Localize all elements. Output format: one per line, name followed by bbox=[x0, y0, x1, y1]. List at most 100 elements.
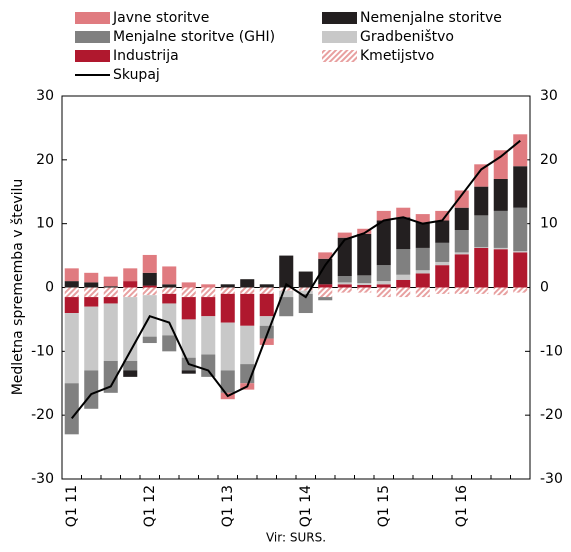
bar-segment bbox=[474, 186, 489, 216]
y-tick-label: -20 bbox=[31, 407, 54, 423]
bar-segment bbox=[181, 370, 196, 374]
bar-segment bbox=[240, 287, 255, 294]
bar-segment bbox=[201, 354, 216, 377]
bar-segment bbox=[435, 287, 450, 294]
bar-segment bbox=[279, 287, 294, 291]
bar-segment bbox=[474, 215, 489, 248]
bar-segment bbox=[396, 217, 411, 250]
x-tick-label: Q1 11 bbox=[64, 485, 80, 527]
bar-segment bbox=[201, 287, 216, 298]
bar-segment bbox=[201, 316, 216, 355]
x-tick-label: Q1 14 bbox=[298, 485, 314, 527]
bar-segment bbox=[298, 271, 313, 288]
bar-segment bbox=[298, 287, 313, 291]
legend-swatch bbox=[322, 50, 357, 62]
bar-segment bbox=[259, 325, 274, 339]
legend-label: Kmetijstvo bbox=[360, 48, 434, 64]
bar-segment bbox=[337, 237, 352, 277]
bar-segment bbox=[123, 268, 138, 282]
bar-segment bbox=[357, 228, 372, 234]
x-tick-label: Q1 15 bbox=[376, 485, 392, 527]
bar-segment bbox=[415, 273, 430, 288]
bar-segment bbox=[142, 272, 157, 286]
bar-segment bbox=[435, 265, 450, 288]
bar-segment bbox=[396, 249, 411, 275]
bar-segment bbox=[64, 313, 79, 384]
bar-segment bbox=[142, 285, 157, 288]
bar-segment bbox=[64, 383, 79, 435]
bar-segment bbox=[493, 247, 508, 250]
legend-label: Gradbeništvo bbox=[360, 29, 454, 45]
bar-segment bbox=[181, 297, 196, 320]
bar-segment bbox=[123, 281, 138, 288]
y2-tick-label: -20 bbox=[540, 407, 563, 423]
bar-segment bbox=[337, 284, 352, 288]
bar-segment bbox=[357, 275, 372, 284]
bar-segment bbox=[64, 268, 79, 282]
bar-segment bbox=[435, 220, 450, 243]
bar-segment bbox=[474, 247, 489, 288]
bar-segment bbox=[162, 303, 177, 336]
bar-segment bbox=[64, 281, 79, 288]
bar-segment bbox=[318, 297, 333, 301]
legend-swatch bbox=[322, 12, 357, 24]
bar-segment bbox=[493, 287, 508, 296]
y-tick-label: -10 bbox=[31, 343, 54, 359]
bar-segment bbox=[220, 322, 235, 371]
legend-label: Industrija bbox=[113, 48, 179, 64]
bar-segment bbox=[259, 293, 274, 317]
bar-segment bbox=[337, 282, 352, 285]
bar-segment bbox=[474, 247, 489, 248]
bar-segment bbox=[474, 164, 489, 187]
bar-segment bbox=[259, 284, 274, 288]
bar-segment bbox=[142, 287, 157, 296]
bar-segment bbox=[64, 297, 79, 314]
legend-label: Javne storitve bbox=[112, 10, 209, 26]
bar-segment bbox=[493, 249, 508, 288]
y-tick-label: 0 bbox=[45, 280, 54, 296]
legend-label: Menjalne storitve (GHI) bbox=[113, 29, 275, 45]
bar-segment bbox=[123, 370, 138, 377]
bar-segment bbox=[181, 282, 196, 288]
bar-segment bbox=[279, 297, 294, 317]
bar-segment bbox=[357, 284, 372, 288]
bar-segment bbox=[103, 287, 118, 298]
bar-segment bbox=[103, 297, 118, 304]
bar-segment bbox=[123, 287, 138, 298]
bar-segment bbox=[298, 290, 313, 294]
bar-segment bbox=[201, 297, 216, 317]
bar-segment bbox=[103, 276, 118, 287]
bar-segment bbox=[318, 258, 333, 285]
bar-segment bbox=[123, 360, 138, 371]
bar-segment bbox=[259, 316, 274, 326]
x-tick-label: Q1 13 bbox=[220, 485, 236, 527]
bar-segment bbox=[318, 284, 333, 288]
bar-segment bbox=[142, 336, 157, 344]
x-tick-label: Q1 16 bbox=[454, 485, 470, 527]
bar-segment bbox=[513, 207, 528, 252]
bar-segment bbox=[103, 360, 118, 393]
legend-swatch bbox=[75, 50, 110, 62]
bar-segment bbox=[181, 319, 196, 358]
y2-tick-label: 0 bbox=[540, 280, 549, 296]
legend-label: Nemenjalne storitve bbox=[360, 10, 502, 26]
bar-segment bbox=[84, 297, 99, 307]
bar-segment bbox=[103, 286, 118, 288]
bar-segment bbox=[493, 210, 508, 248]
bar-segment bbox=[337, 232, 352, 238]
legend-swatch bbox=[75, 12, 110, 24]
bar-segment bbox=[435, 210, 450, 221]
y-tick-label: -30 bbox=[31, 471, 54, 487]
y2-tick-label: -10 bbox=[540, 343, 563, 359]
y-axis-title: Medletna sprememba v številu bbox=[10, 179, 26, 396]
bar-segment bbox=[396, 274, 411, 280]
bar-segment bbox=[376, 220, 391, 266]
bar-segment bbox=[513, 251, 528, 253]
bar-segment bbox=[435, 261, 450, 266]
bar-segment bbox=[84, 272, 99, 283]
y2-tick-label: 20 bbox=[540, 152, 558, 168]
bar-segment bbox=[454, 207, 469, 231]
bar-segment bbox=[376, 287, 391, 298]
bar-segment bbox=[376, 284, 391, 288]
bar-segment bbox=[337, 276, 352, 283]
